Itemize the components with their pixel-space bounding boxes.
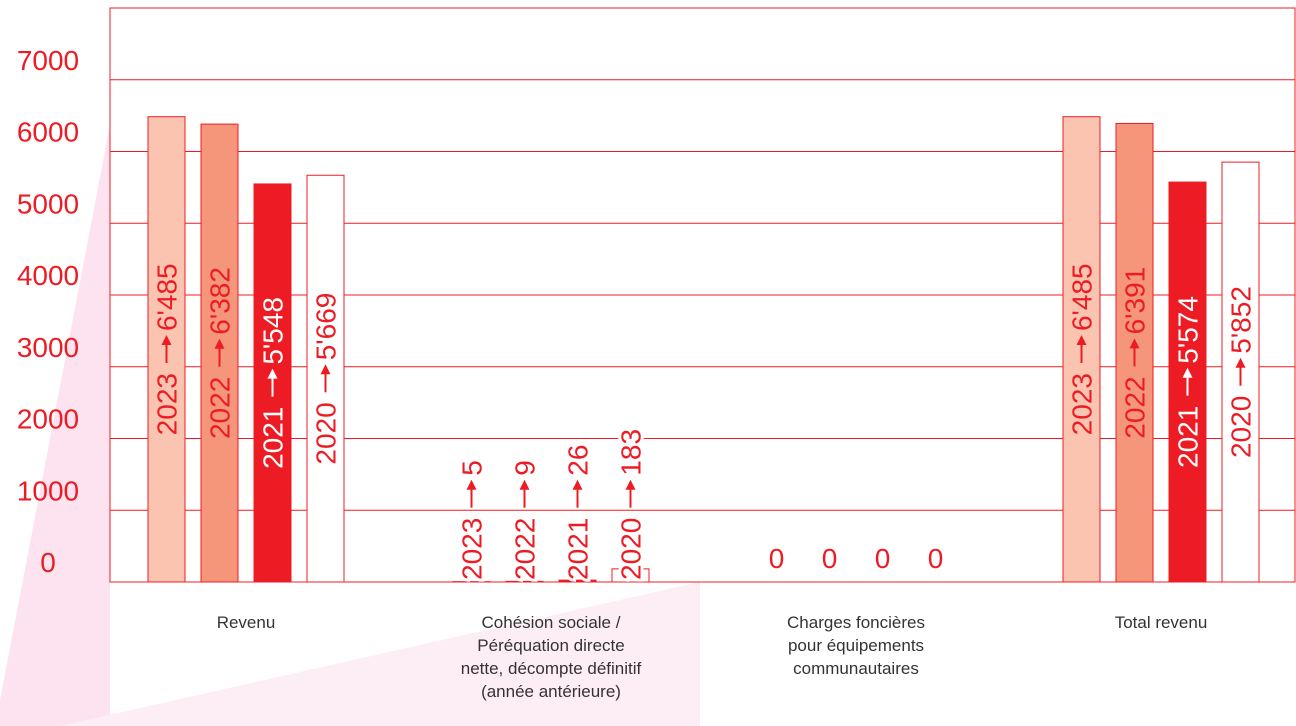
y-tick-label: 2000 (17, 404, 79, 435)
data-label-group: 2023 6'485 (1067, 263, 1098, 435)
data-label: 6'485 (1067, 263, 1098, 331)
arrow-head (572, 479, 583, 490)
y-tick-label: 6000 (17, 117, 79, 148)
data-label-series: 2023 (152, 373, 183, 435)
data-label-series: 2022 (1120, 376, 1151, 438)
data-label-series: 2020 (1226, 396, 1257, 458)
data-label: 5'852 (1226, 286, 1257, 354)
data-label: 0 (875, 543, 891, 574)
data-label: 0 (822, 543, 838, 574)
data-label: 5'574 (1173, 296, 1204, 364)
arrow-head (214, 338, 225, 349)
data-label-series: 2020 (311, 402, 342, 464)
data-label-group: 2023 6'485 (152, 263, 183, 435)
data-label-series: 2021 (1173, 406, 1204, 468)
arrow-head (1129, 338, 1140, 349)
y-tick-label: 7000 (17, 45, 79, 76)
data-label-series: 2021 (258, 407, 289, 469)
arrow-head (519, 479, 530, 490)
arrow-head (320, 364, 331, 375)
data-label-group: 2022 9 (507, 457, 544, 583)
y-tick-label: 3000 (17, 332, 79, 363)
data-label-group: 2023 5 (454, 457, 491, 583)
arrow-head (1182, 367, 1193, 378)
x-tick-label: Total revenu (1115, 613, 1208, 632)
y-tick-label: 0 (40, 547, 56, 578)
data-label-series: 2023 (1067, 373, 1098, 435)
decoration (60, 582, 700, 726)
data-label: 0 (769, 543, 785, 574)
x-tick-label: Cohésion sociale / Péréquation directe net… (461, 613, 642, 701)
arrow-head (161, 335, 172, 346)
y-tick-label: 4000 (17, 260, 79, 291)
x-tick-label: Revenu (217, 613, 276, 632)
data-label: 0 (928, 543, 944, 574)
data-label-group: 2022 6'391 (1120, 267, 1151, 439)
data-label: 5 (457, 460, 488, 476)
data-label: 26 (563, 445, 594, 476)
data-label: 6'391 (1120, 267, 1151, 335)
arrow-head (267, 368, 278, 379)
bar (558, 579, 597, 583)
data-label-series: 2022 (510, 518, 541, 580)
data-label-series: 2023 (457, 518, 488, 580)
arrow-head (1076, 335, 1087, 346)
data-label-group: 2021 26 (560, 442, 597, 583)
data-label-series: 2021 (563, 518, 594, 580)
arrow-head (625, 479, 636, 490)
x-tick-label: Charges foncières pour équipements communa… (787, 613, 925, 678)
data-label-group: 2022 6'382 (205, 267, 236, 439)
data-label: 6'382 (205, 267, 236, 335)
data-label-group: 2020 5'669 (311, 293, 342, 465)
data-label: 5'548 (258, 297, 289, 365)
data-label: 183 (616, 429, 647, 476)
bar (505, 580, 544, 583)
data-label-series: 2020 (616, 518, 647, 580)
data-label: 5'669 (311, 293, 342, 361)
data-label-series: 2022 (205, 377, 236, 439)
data-label-group: 2021 5'574 (1173, 296, 1204, 468)
data-label: 6'485 (152, 263, 183, 331)
y-tick-label: 1000 (17, 475, 79, 506)
arrow-head (466, 479, 477, 490)
data-label-group: 2020 5'852 (1226, 286, 1257, 458)
data-label: 9 (510, 460, 541, 476)
data-label-group: 2021 5'548 (258, 297, 289, 469)
decoration (0, 125, 110, 726)
y-tick-label: 5000 (17, 188, 79, 219)
data-label-group: 2020 183 (613, 426, 650, 583)
bar (611, 568, 650, 583)
arrow-head (1235, 357, 1246, 368)
